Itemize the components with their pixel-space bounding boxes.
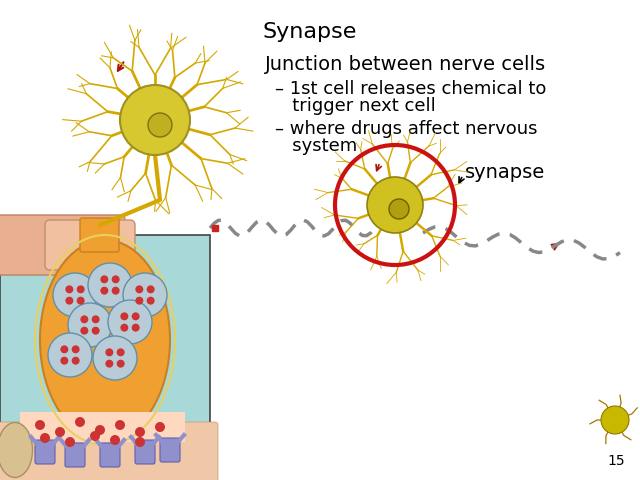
- Circle shape: [100, 287, 108, 295]
- Ellipse shape: [0, 422, 33, 478]
- Text: – where drugs affect nervous: – where drugs affect nervous: [275, 120, 538, 138]
- Circle shape: [123, 273, 167, 317]
- Circle shape: [120, 85, 190, 155]
- Circle shape: [88, 263, 132, 307]
- Circle shape: [60, 357, 68, 365]
- Bar: [0, 235, 210, 480]
- Circle shape: [60, 345, 68, 353]
- Circle shape: [68, 303, 112, 347]
- Circle shape: [100, 276, 108, 283]
- Circle shape: [116, 360, 125, 368]
- Circle shape: [110, 435, 120, 445]
- Circle shape: [135, 285, 143, 293]
- FancyBboxPatch shape: [100, 443, 120, 467]
- Circle shape: [92, 315, 100, 324]
- Circle shape: [148, 113, 172, 137]
- Circle shape: [389, 199, 409, 219]
- Circle shape: [601, 406, 629, 434]
- Circle shape: [111, 276, 120, 283]
- Circle shape: [120, 312, 129, 320]
- Circle shape: [53, 273, 97, 317]
- Text: Synapse: Synapse: [263, 22, 357, 42]
- Circle shape: [135, 437, 145, 447]
- FancyBboxPatch shape: [65, 443, 85, 467]
- Circle shape: [111, 287, 120, 295]
- Circle shape: [90, 431, 100, 441]
- Bar: [20, 412, 185, 442]
- Text: 15: 15: [607, 454, 625, 468]
- Text: – 1st cell releases chemical to: – 1st cell releases chemical to: [275, 80, 547, 98]
- Circle shape: [75, 417, 85, 427]
- FancyBboxPatch shape: [135, 440, 155, 464]
- Circle shape: [48, 333, 92, 377]
- Circle shape: [135, 297, 143, 305]
- Circle shape: [367, 177, 423, 233]
- Circle shape: [81, 327, 88, 335]
- Circle shape: [155, 422, 165, 432]
- Circle shape: [108, 300, 152, 344]
- Circle shape: [120, 324, 129, 332]
- Circle shape: [72, 357, 79, 365]
- Circle shape: [65, 297, 74, 305]
- FancyBboxPatch shape: [0, 215, 125, 275]
- Circle shape: [77, 297, 84, 305]
- Circle shape: [115, 420, 125, 430]
- FancyBboxPatch shape: [45, 220, 135, 270]
- Circle shape: [72, 345, 79, 353]
- Circle shape: [40, 433, 50, 443]
- FancyBboxPatch shape: [160, 438, 180, 462]
- Text: Junction between nerve cells: Junction between nerve cells: [265, 55, 546, 74]
- Circle shape: [81, 315, 88, 324]
- Circle shape: [65, 285, 74, 293]
- Text: system: system: [275, 137, 357, 155]
- Circle shape: [55, 427, 65, 437]
- Circle shape: [135, 427, 145, 437]
- Circle shape: [147, 285, 155, 293]
- Circle shape: [35, 420, 45, 430]
- Circle shape: [132, 312, 140, 320]
- Text: trigger next cell: trigger next cell: [275, 97, 436, 115]
- Text: synapse: synapse: [465, 164, 545, 182]
- Circle shape: [116, 348, 125, 356]
- Circle shape: [77, 285, 84, 293]
- FancyBboxPatch shape: [80, 218, 119, 252]
- Ellipse shape: [40, 240, 170, 440]
- FancyBboxPatch shape: [0, 422, 218, 480]
- Circle shape: [106, 360, 113, 368]
- Circle shape: [95, 425, 105, 435]
- Circle shape: [92, 327, 100, 335]
- Circle shape: [106, 348, 113, 356]
- Circle shape: [93, 336, 137, 380]
- Circle shape: [132, 324, 140, 332]
- Circle shape: [65, 437, 75, 447]
- FancyBboxPatch shape: [35, 440, 55, 464]
- Circle shape: [147, 297, 155, 305]
